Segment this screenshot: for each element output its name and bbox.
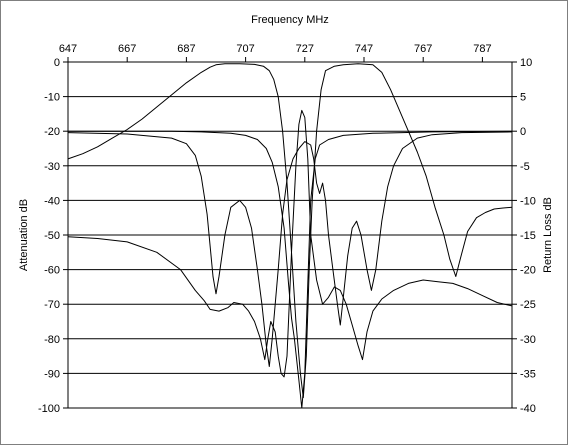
x-axis-title: Frequency MHz <box>251 14 329 26</box>
x-axis-tick-label: 787 <box>473 43 491 55</box>
right-axis-tick-label: 5 <box>520 92 526 104</box>
left-axis-tick-label: -50 <box>44 230 60 242</box>
right-axis-tick-label: -5 <box>520 161 530 173</box>
x-axis-tick-label: 747 <box>355 43 373 55</box>
x-axis-tick-label: 647 <box>59 43 77 55</box>
left-axis-tick-label: -100 <box>38 403 60 415</box>
right-axis-tick-label: -15 <box>520 230 536 242</box>
right-axis-tick-label: -35 <box>520 368 536 380</box>
left-axis-tick-label: -90 <box>44 368 60 380</box>
x-axis-tick-label: 767 <box>414 43 432 55</box>
left-axis-tick-label: -20 <box>44 126 60 138</box>
left-axis-tick-label: -80 <box>44 334 60 346</box>
x-axis-tick-label: 707 <box>236 43 254 55</box>
left-axis-tick-label: -30 <box>44 161 60 173</box>
x-axis-tick-label: 667 <box>118 43 136 55</box>
right-axis-tick-label: -20 <box>520 265 536 277</box>
x-axis-tick-label: 687 <box>177 43 195 55</box>
x-axis-tick-label: 727 <box>296 43 314 55</box>
right-axis-tick-label: -10 <box>520 195 536 207</box>
right-axis-tick-label: 10 <box>520 57 532 69</box>
series-line-3 <box>67 131 513 367</box>
series-line-1 <box>67 63 513 399</box>
left-axis-tick-label: -60 <box>44 265 60 277</box>
left-axis-tick-label: -70 <box>44 299 60 311</box>
left-axis-title: Attenuation dB <box>18 199 30 271</box>
right-axis-tick-label: -40 <box>520 403 536 415</box>
left-axis-tick-label: -10 <box>44 92 60 104</box>
right-axis-tick-label: -30 <box>520 334 536 346</box>
right-axis-title: Return Loss dB <box>542 197 554 273</box>
left-axis-tick-label: -40 <box>44 195 60 207</box>
series-line-4 <box>68 130 513 409</box>
left-axis-tick-label: 0 <box>54 57 60 69</box>
right-axis-tick-label: -25 <box>520 299 536 311</box>
series-line-2 <box>67 109 513 378</box>
right-axis-tick-label: 0 <box>520 126 526 138</box>
